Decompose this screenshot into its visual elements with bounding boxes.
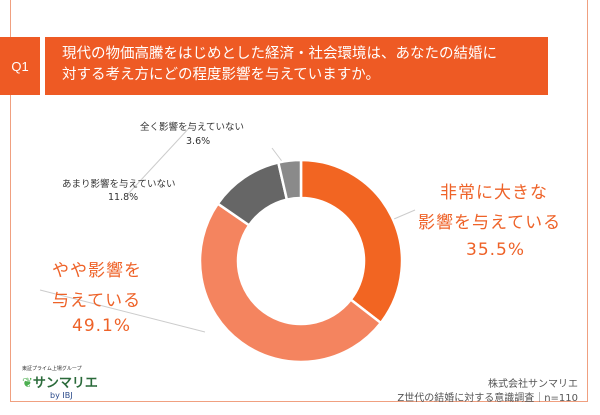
label-s0-value: 35.5% [466, 240, 526, 260]
label-s1-line1: やや影響を [52, 261, 142, 281]
question-line-1: 現代の物価高騰をはじめとした経済・社会環境は、あなたの結婚に [62, 46, 497, 62]
logo-name: サンマリエ [32, 376, 98, 391]
donut-slice-1 [198, 201, 383, 364]
leaf-icon: ❦ [22, 376, 33, 391]
question-text: 現代の物価高騰をはじめとした経済・社会環境は、あなたの結婚に 対する考え方にどの… [45, 37, 548, 95]
slide-frame [10, 0, 588, 402]
logo-tagline: 東証プライム上場グループ [22, 366, 82, 372]
label-s1-value: 49.1% [72, 316, 132, 336]
label-s0-line1: 非常に大きな [440, 183, 548, 203]
footer-company: 株式会社サンマリエ [488, 379, 578, 390]
footer-survey: Z世代の結婚に対する意識調査｜n=110 [397, 393, 578, 404]
question-line-2: 対する考え方にどの程度影響を与えていますか。 [62, 67, 380, 83]
label-s2-value: 11.8% [108, 192, 139, 203]
company-logo: 東証プライム上場グループ ❦サンマリエ by IBJ [22, 365, 98, 400]
label-s3-value: 3.6% [186, 136, 211, 147]
logo-by: by IBJ [50, 391, 73, 400]
leader-line [39, 289, 206, 333]
label-s2-line1: あまり影響を与えていない [62, 179, 176, 190]
label-s1-line2: 与えている [52, 291, 142, 311]
donut-slice-0 [299, 158, 404, 325]
question-number: Q1 [0, 37, 40, 95]
donut-slice-3 [276, 158, 303, 202]
label-s3-line1: 全く影響を与えていない [140, 122, 245, 133]
leader-line [127, 126, 191, 195]
label-s0-line2: 影響を与えている [418, 213, 562, 233]
